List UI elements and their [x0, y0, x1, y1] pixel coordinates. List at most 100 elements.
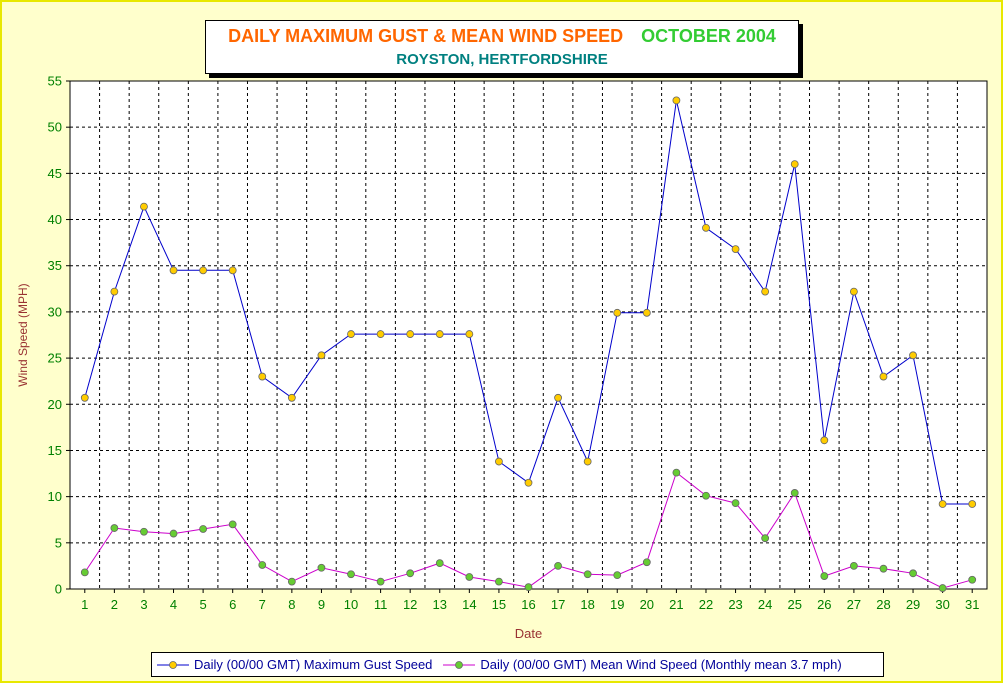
data-point-gust: [554, 393, 562, 402]
data-point-mean: [849, 562, 858, 570]
data-point-mean: [642, 558, 651, 567]
data-point-gust: [909, 351, 917, 360]
data-point-mean: [287, 577, 296, 586]
data-point-gust: [228, 266, 237, 275]
data-point-mean: [435, 559, 444, 568]
data-point-gust: [879, 372, 888, 381]
data-point-mean: [583, 570, 592, 579]
x-tick-label: 11: [374, 597, 388, 612]
x-tick-label: 30: [935, 597, 949, 612]
data-point-mean: [110, 524, 119, 532]
legend: Daily (00/00 GMT) Maximum Gust Speed Dai…: [151, 652, 884, 677]
y-tick-label: 40: [48, 212, 62, 227]
data-point-gust: [406, 330, 415, 338]
y-tick-label: 0: [55, 582, 62, 597]
legend-item-gust: Daily (00/00 GMT) Maximum Gust Speed: [156, 657, 432, 672]
data-point-gust: [199, 266, 208, 275]
x-tick-label: 5: [199, 597, 206, 612]
data-point-mean: [613, 571, 622, 580]
data-point-gust: [790, 160, 799, 169]
data-point-mean: [228, 520, 237, 529]
data-point-mean: [376, 577, 385, 586]
data-point-gust: [258, 372, 267, 381]
x-tick-label: 17: [551, 597, 565, 612]
data-point-mean: [790, 489, 799, 497]
data-point-gust: [583, 457, 592, 466]
data-point-gust: [80, 393, 89, 402]
data-point-mean: [347, 570, 355, 579]
data-point-mean: [820, 572, 829, 580]
legend-swatch-gust: [157, 660, 189, 669]
x-tick-label: 21: [669, 597, 683, 612]
y-tick-label: 35: [48, 258, 62, 273]
data-point-gust: [702, 223, 710, 232]
x-tick-label: 4: [170, 597, 177, 612]
data-point-mean: [258, 561, 267, 569]
x-tick-label: 3: [140, 597, 147, 612]
data-point-gust: [761, 287, 770, 296]
legend-label-gust: Daily (00/00 GMT) Maximum Gust Speed: [194, 657, 433, 672]
x-tick-label: 20: [640, 597, 654, 612]
x-tick-label: 29: [906, 597, 920, 612]
data-point-mean: [495, 577, 503, 586]
x-tick-label: 28: [876, 597, 890, 612]
data-point-mean: [406, 569, 415, 578]
x-tick-label: 26: [817, 597, 831, 612]
x-tick-label: 8: [288, 597, 295, 612]
data-point-mean: [465, 573, 474, 581]
title-box: DAILY MAXIMUM GUST & MEAN WIND SPEED OCTO…: [205, 20, 799, 74]
x-tick-label: 18: [580, 597, 594, 612]
y-tick-label: 45: [48, 166, 62, 181]
data-point-gust: [820, 436, 829, 445]
data-point-gust: [642, 308, 651, 317]
data-point-gust: [140, 202, 148, 211]
data-point-mean: [731, 499, 740, 508]
data-point-gust: [287, 393, 296, 402]
data-point-mean: [968, 575, 977, 584]
x-tick-label: 12: [403, 597, 417, 612]
data-point-mean: [199, 525, 208, 533]
y-tick-label: 55: [48, 74, 62, 89]
x-tick-label: 31: [965, 597, 979, 612]
data-point-gust: [435, 330, 444, 338]
y-axis-label: Wind Speed (MPH): [16, 283, 30, 386]
data-point-mean: [524, 583, 533, 592]
x-tick-label: 25: [787, 597, 801, 612]
data-point-gust: [376, 330, 385, 338]
chart-month: OCTOBER 2004: [641, 26, 776, 46]
data-point-gust: [968, 500, 977, 508]
data-point-gust: [613, 308, 622, 317]
x-tick-label: 23: [728, 597, 742, 612]
data-point-gust: [849, 287, 858, 296]
x-tick-label: 22: [699, 597, 713, 612]
data-point-mean: [702, 491, 710, 500]
y-tick-label: 20: [48, 397, 62, 412]
data-point-mean: [317, 563, 326, 572]
data-point-gust: [524, 478, 533, 487]
y-tick-label: 5: [55, 535, 62, 550]
x-tick-label: 27: [847, 597, 861, 612]
data-point-gust: [465, 330, 474, 338]
x-tick-label: 24: [758, 597, 772, 612]
data-point-gust: [317, 351, 326, 360]
data-point-mean: [169, 529, 178, 538]
x-tick-label: 13: [433, 597, 447, 612]
x-tick-label: 14: [462, 597, 476, 612]
x-tick-label: 10: [344, 597, 358, 612]
data-point-gust: [938, 500, 947, 508]
x-tick-label: 16: [521, 597, 535, 612]
data-point-mean: [909, 569, 917, 578]
data-point-gust: [347, 330, 355, 338]
x-tick-label: 6: [229, 597, 236, 612]
data-point-mean: [938, 584, 947, 592]
data-point-gust: [495, 457, 503, 466]
x-tick-label: 19: [610, 597, 624, 612]
y-tick-label: 30: [48, 304, 62, 319]
data-point-mean: [672, 468, 681, 477]
data-point-mean: [879, 564, 888, 573]
x-axis-label: Date: [515, 626, 542, 641]
x-tick-label: 15: [492, 597, 506, 612]
chart-subtitle: ROYSTON, HERTFORDSHIRE: [396, 51, 608, 68]
